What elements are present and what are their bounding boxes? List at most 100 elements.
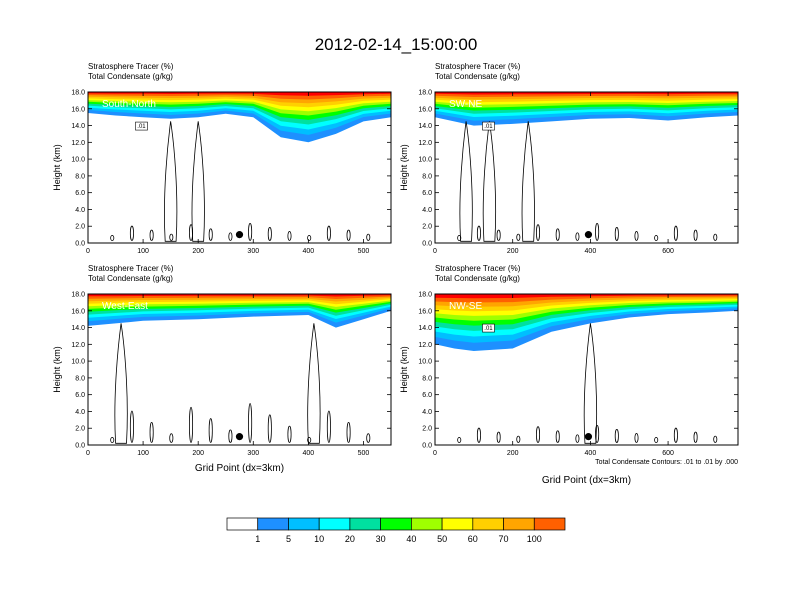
y-tick-label: 6.0	[422, 392, 432, 399]
tracer-band-11	[435, 294, 738, 299]
contour-footnote: Total Condensate Contours: .01 to .01 by…	[595, 459, 738, 466]
y-tick-label: 0.0	[75, 241, 85, 248]
x-tick-label: 200	[507, 248, 519, 255]
panel-title-tracer: Stratosphere Tracer (%)	[435, 62, 521, 71]
y-tick-label: 0.0	[422, 241, 432, 248]
condensate-contour-small	[110, 235, 115, 241]
condensate-contour-small	[673, 427, 678, 443]
colorbar-label: 30	[376, 534, 386, 544]
condensate-contour-small	[189, 406, 194, 443]
condensate-contour-plume	[307, 323, 321, 444]
y-tick-label: 2.0	[75, 426, 85, 433]
x-tick-label: 400	[303, 248, 315, 255]
x-axis-label: Grid Point (dx=3km)	[195, 463, 284, 474]
condensate-contour-small	[228, 232, 233, 241]
y-tick-label: 10.0	[418, 157, 432, 164]
y-tick-label: 16.0	[71, 308, 85, 315]
condensate-contour-small	[634, 433, 639, 443]
condensate-contour-small	[149, 421, 154, 443]
y-tick-label: 14.0	[71, 325, 85, 332]
condensate-contour-small	[516, 435, 521, 443]
condensate-contour-small	[614, 226, 619, 241]
condensate-contour-small	[693, 431, 698, 443]
x-tick-label: 0	[433, 450, 437, 457]
x-tick-label: 100	[137, 248, 149, 255]
x-tick-label: 500	[358, 248, 370, 255]
condensate-contour-plume	[459, 121, 473, 242]
y-tick-label: 6.0	[422, 190, 432, 197]
condensate-contour-small	[595, 222, 600, 241]
plot-area: .01 NW-SE	[435, 294, 738, 445]
condensate-contour-plume	[583, 323, 598, 444]
panel-title-condensate: Total Condensate (g/kg)	[88, 72, 173, 81]
y-tick-label: 14.0	[418, 123, 432, 130]
condensate-contour-small	[129, 225, 134, 241]
x-tick-label: 300	[247, 248, 259, 255]
colorbar-label: 50	[437, 534, 447, 544]
condensate-contour-small	[673, 225, 678, 241]
y-tick-label: 10.0	[418, 359, 432, 366]
condensate-contour-small	[614, 428, 619, 443]
colorbar-swatch-9	[472, 517, 504, 531]
colorbar-label: 1	[255, 534, 260, 544]
x-tick-label: 200	[192, 248, 204, 255]
contour-label: .01	[484, 124, 493, 130]
plot-frame	[87, 91, 392, 244]
condensate-contour-small	[208, 418, 213, 443]
condensate-contour-small	[654, 437, 659, 443]
contour-label-box	[135, 121, 148, 131]
condensate-contour-small	[536, 224, 541, 241]
colorbar-label: 20	[345, 534, 355, 544]
condensate-contour-small	[516, 233, 521, 241]
y-tick-label: 18.0	[71, 90, 85, 97]
condensate-contour-small	[634, 231, 639, 241]
y-tick-label: 8.0	[422, 375, 432, 382]
y-tick-label: 10.0	[71, 157, 85, 164]
condensate-contour-small	[457, 437, 462, 443]
condensate-contour-plume	[191, 121, 205, 242]
region-label: South-North	[102, 99, 156, 110]
y-tick-label: 16.0	[71, 106, 85, 113]
y-tick-label: 8.0	[75, 375, 85, 382]
condensate-contour-small	[555, 430, 560, 443]
condensate-contour-small	[189, 224, 194, 241]
condensate-contour-small	[713, 233, 718, 241]
condensate-contour-small	[326, 225, 331, 241]
y-tick-label: 10.0	[71, 359, 85, 366]
condensate-contour-plume	[164, 121, 178, 242]
y-tick-label: 18.0	[418, 90, 432, 97]
condensate-contour-small	[307, 235, 312, 241]
colorbar-swatch-7	[411, 517, 443, 531]
condensate-contour-plume	[521, 121, 535, 242]
y-tick-label: 2.0	[75, 224, 85, 231]
colorbar-label: 70	[499, 534, 509, 544]
colorbar-swatch-10	[503, 517, 535, 531]
location-marker	[584, 231, 593, 239]
panel-west-east: Stratosphere Tracer (%)Total Condensate …	[52, 264, 392, 474]
condensate-contour-small	[346, 421, 351, 443]
x-axis-label: Grid Point (dx=3km)	[542, 475, 631, 486]
panels: Stratosphere Tracer (%) Total Condensate …	[52, 62, 739, 486]
y-tick-label: 4.0	[422, 207, 432, 214]
condensate-contour-small	[346, 229, 351, 241]
colorbar-swatch-3	[288, 517, 320, 531]
y-tick-label: 12.0	[418, 342, 432, 349]
x-tick-label: 200	[192, 450, 204, 457]
y-tick-label: 8.0	[75, 173, 85, 180]
x-tick-label: 400	[585, 450, 597, 457]
location-marker	[235, 433, 244, 441]
y-tick-label: 4.0	[422, 409, 432, 416]
y-tick-label: 2.0	[422, 224, 432, 231]
y-tick-label: 14.0	[71, 123, 85, 130]
region-label: NW-SE	[449, 301, 482, 312]
condensate-contour-small	[654, 235, 659, 241]
y-tick-label: 18.0	[418, 292, 432, 299]
y-tick-label: 14.0	[418, 325, 432, 332]
plot-area: .01 SW-NE	[435, 92, 738, 243]
condensate-contour-small	[536, 426, 541, 443]
x-tick-label: 0	[86, 450, 90, 457]
y-tick-label: 6.0	[75, 190, 85, 197]
y-tick-label: 2.0	[422, 426, 432, 433]
colorbar: 1 5 10 20 30 40 50 60 70 100	[226, 517, 566, 544]
